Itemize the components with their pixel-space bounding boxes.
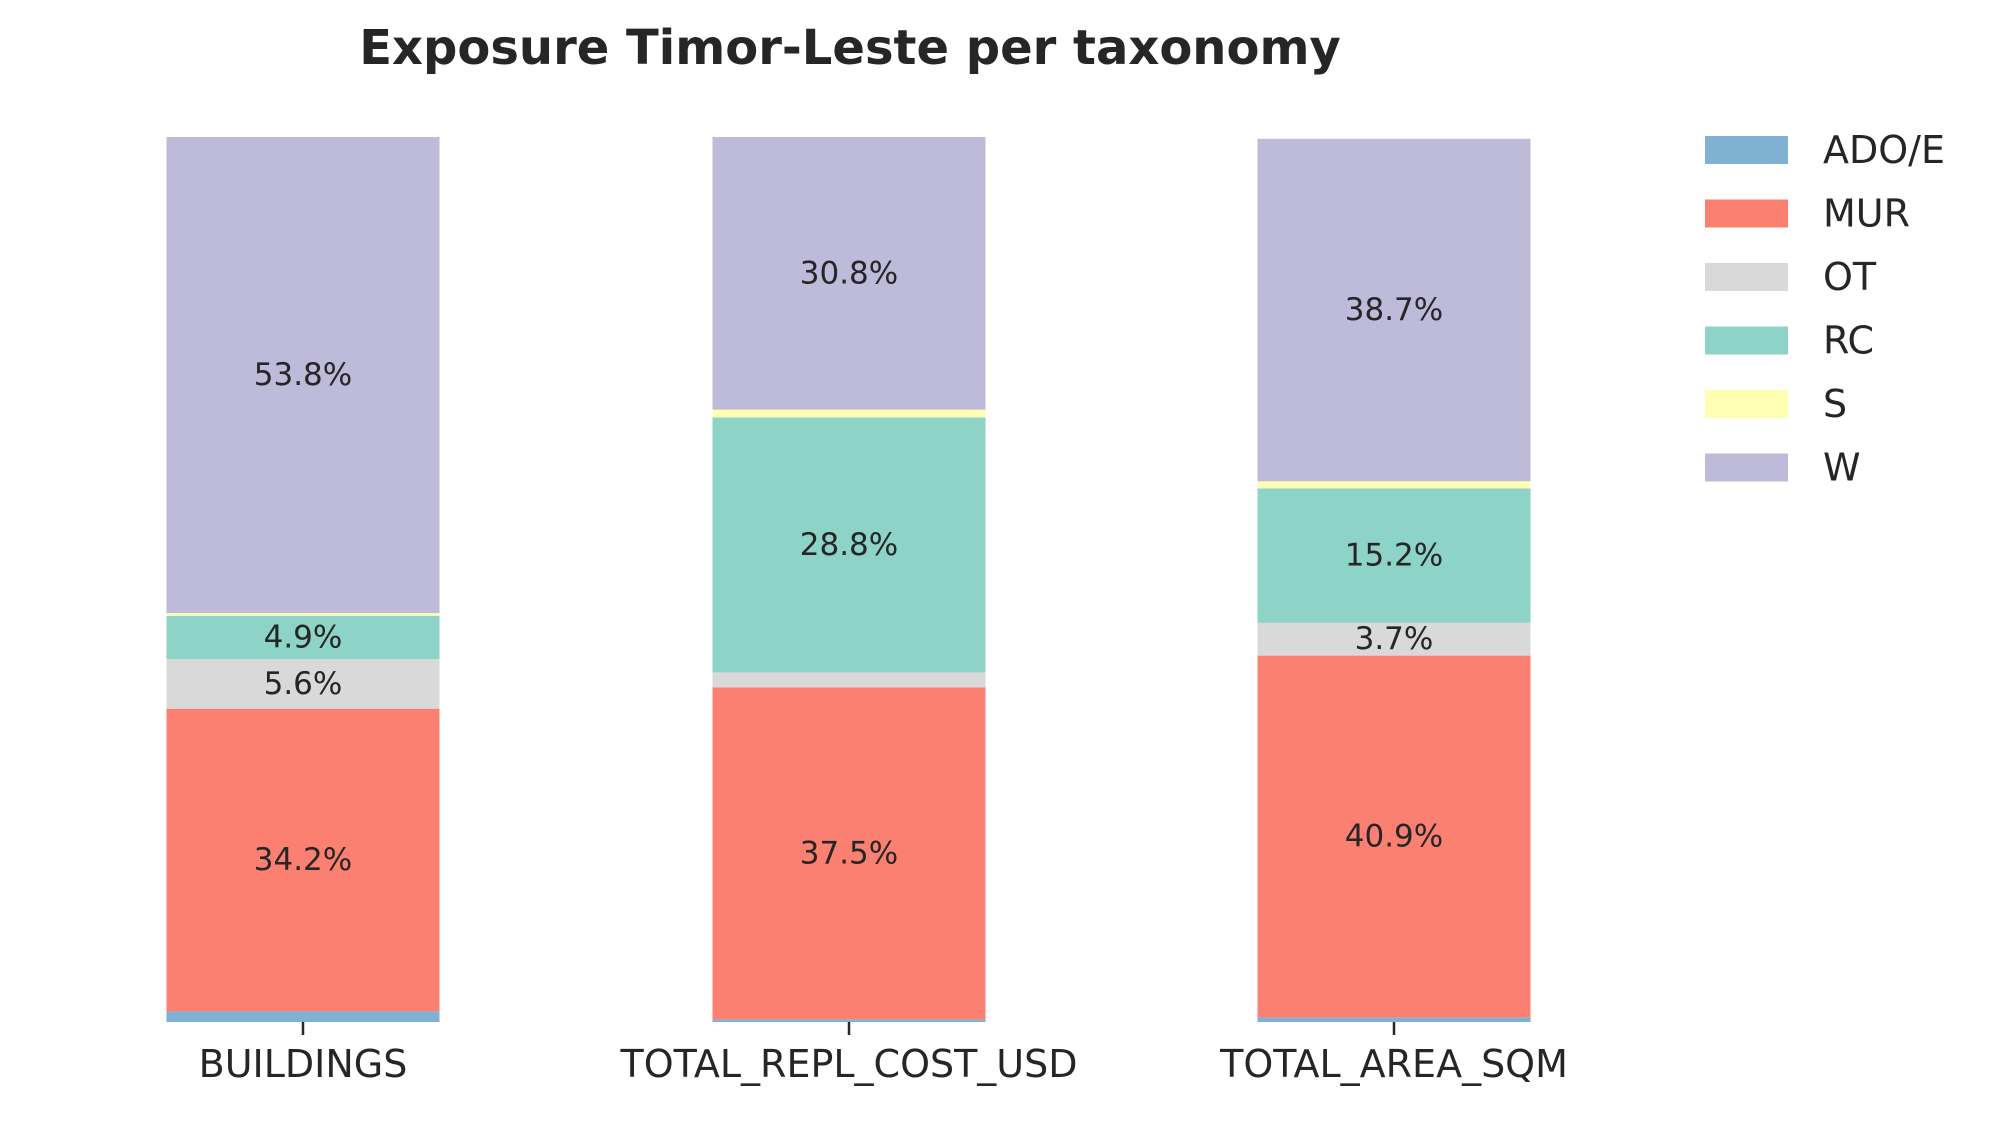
- bar-segment: [166, 613, 440, 616]
- bar-value-label: 28.8%: [800, 527, 898, 563]
- legend-swatch: [1705, 136, 1788, 164]
- legend-swatch: [1705, 263, 1788, 291]
- bar-value-label: 3.7%: [1355, 621, 1434, 657]
- legend-swatch: [1705, 390, 1788, 418]
- bar-segment: [712, 687, 986, 1020]
- legend-label: ADO/E: [1823, 128, 1945, 172]
- legend: ADO/E MUR OT RC SW: [1705, 128, 1945, 490]
- x-tick-label: TOTAL_AREA_SQM: [1219, 1042, 1568, 1086]
- bar-value-label: 40.9%: [1345, 819, 1443, 855]
- bar-segment: [1257, 138, 1531, 482]
- bars-layer: [166, 137, 1531, 1022]
- bar-segment: [712, 409, 986, 418]
- bar-segment: [166, 1011, 440, 1022]
- bar-segment: [1257, 655, 1531, 1018]
- legend-label: W: [1823, 446, 1861, 490]
- legend-label: S: [1823, 382, 1847, 426]
- chart-title: Exposure Timor-Leste per taxonomy: [359, 20, 1341, 76]
- x-tick-label: BUILDINGS: [199, 1042, 408, 1086]
- bar-labels-layer: 34.2% 5.6% 4.9% 53.8% 37.5% 28.8% 30.8% 40.9% 3.…: [254, 255, 1443, 878]
- bar-value-label: 38.7%: [1345, 292, 1443, 328]
- bar-segment: [166, 708, 440, 1012]
- bar-segment: [712, 672, 986, 688]
- x-tick-label: TOTAL_REPL_COST_USD: [619, 1042, 1077, 1086]
- bar-segment: [166, 659, 440, 709]
- bar-segment: [712, 1019, 986, 1022]
- legend-label: MUR: [1823, 192, 1910, 236]
- bar-segment: [1257, 488, 1531, 623]
- legend-swatch: [1705, 199, 1788, 228]
- bar-value-label: 53.8%: [254, 357, 352, 393]
- legend-swatch: [1705, 453, 1788, 482]
- bar-segment: [166, 137, 440, 614]
- x-axis: BUILDINGS TOTAL_REPL_COST_USD TOTAL_AREA_S…: [199, 1022, 1568, 1086]
- legend-label: RC: [1823, 319, 1874, 363]
- bar-segment: [1257, 622, 1531, 656]
- bar-value-label: 34.2%: [254, 842, 352, 878]
- bar-segment: [1257, 1017, 1531, 1022]
- bar-segment: [1257, 481, 1531, 489]
- legend-label: OT: [1823, 255, 1877, 299]
- legend-swatch: [1705, 326, 1788, 355]
- bar-value-label: 30.8%: [800, 255, 898, 291]
- bar-segment: [712, 417, 986, 673]
- bar-value-label: 37.5%: [800, 835, 898, 871]
- bar-value-label: 5.6%: [264, 666, 343, 702]
- bar-value-label: 4.9%: [264, 619, 343, 655]
- bar-segment: [166, 615, 440, 660]
- bar-value-label: 15.2%: [1345, 538, 1443, 574]
- bar-segment: [712, 137, 986, 410]
